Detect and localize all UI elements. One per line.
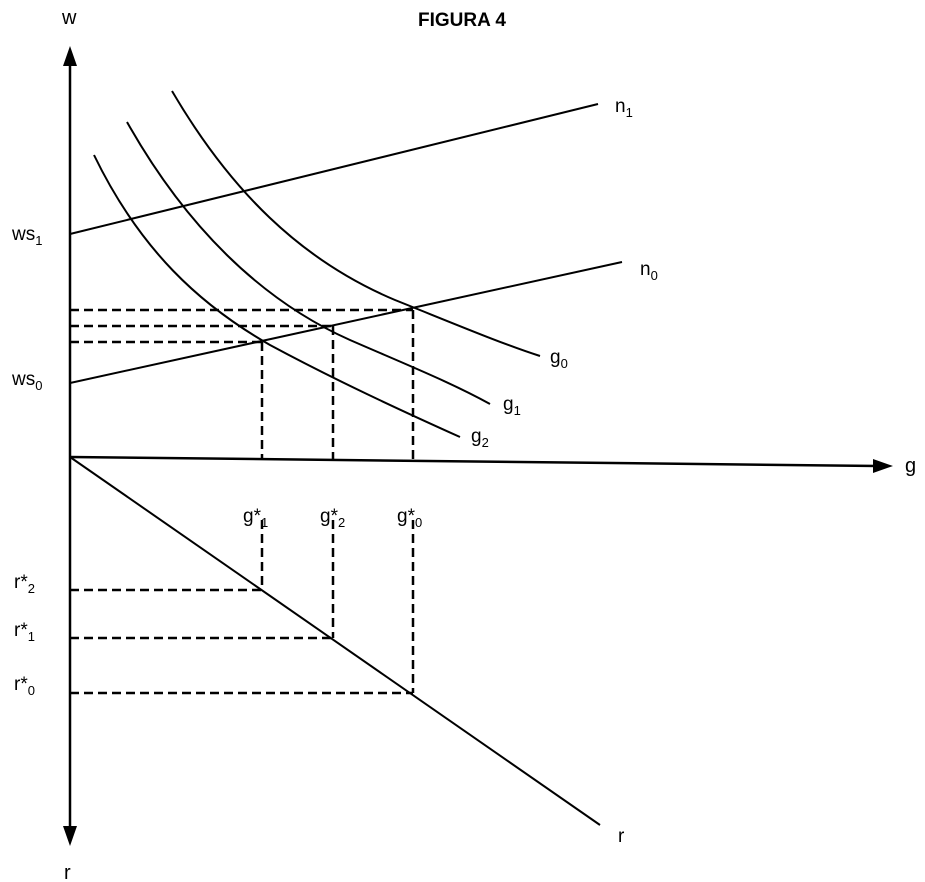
- g-axis-label: g: [905, 455, 916, 477]
- r-line-label: r: [618, 826, 625, 847]
- r-axis-label: r: [64, 862, 71, 882]
- ws0-label: ws0: [11, 369, 42, 393]
- g0-label: g0: [550, 347, 568, 371]
- r-star-2-label: r*2: [14, 572, 35, 596]
- ws1-label: ws1: [11, 224, 42, 248]
- g-star-1-label: g*1: [243, 506, 268, 530]
- g-axis-arrow-icon: [873, 459, 893, 473]
- g1-curve: [126, 121, 491, 405]
- g-star-0-label: g*0: [397, 506, 422, 530]
- g1-label: g1: [503, 394, 521, 418]
- n0-label: n0: [640, 259, 658, 283]
- n0-line: [69, 261, 623, 384]
- g2-label: g2: [471, 426, 489, 450]
- r-line: [69, 456, 601, 826]
- n1-label: n1: [615, 96, 633, 120]
- r-axis-arrow-icon: [63, 826, 77, 846]
- g0-curve: [171, 90, 541, 357]
- figure-title: FIGURA 4: [418, 10, 506, 31]
- w-axis-arrow-icon: [63, 46, 77, 66]
- r-star-0-label: r*0: [14, 674, 35, 698]
- g-axis: [69, 455, 879, 468]
- g2-curve: [93, 154, 461, 438]
- r-star-1-label: r*1: [14, 620, 35, 644]
- w-axis-label: w: [61, 7, 77, 29]
- g-star-2-label: g*2: [320, 506, 345, 530]
- n1-line: [69, 103, 599, 235]
